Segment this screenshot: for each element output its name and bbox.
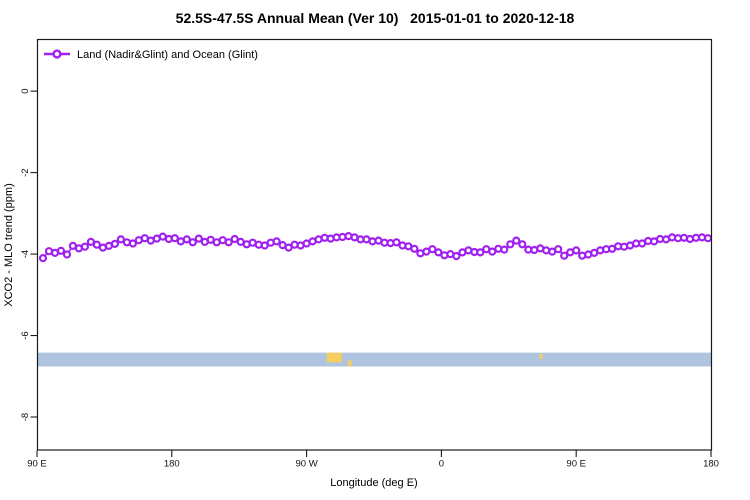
data-point-marker	[434, 248, 443, 257]
y-axis-title: XCO2 - MLO trend (ppm)	[3, 183, 15, 306]
data-point-marker	[56, 246, 66, 255]
data-point-marker	[80, 242, 90, 251]
legend-marker-icon	[52, 49, 62, 59]
data-point-marker	[188, 238, 197, 247]
x-tick-label: 90 E	[566, 459, 586, 470]
x-tick-label: 180	[703, 459, 719, 470]
data-point-marker	[224, 238, 233, 247]
data-point-marker	[392, 238, 401, 247]
data-point-marker	[554, 245, 563, 254]
data-point-marker	[410, 244, 419, 253]
data-point-marker	[512, 236, 521, 245]
y-tick-label: -2	[20, 168, 31, 176]
y-axis-ticks: 0 -2 -4 -6 -8	[20, 88, 37, 421]
plot-frame	[36, 38, 713, 451]
data-point-marker	[452, 252, 461, 261]
data-point-marker	[194, 234, 203, 243]
x-axis-ticks: 90 E 180 90 W 0 90 E 180	[27, 450, 719, 470]
data-point-marker	[560, 251, 569, 260]
data-point-marker	[116, 235, 126, 244]
data-point-marker	[488, 247, 497, 256]
x-tick-label: 90 E	[27, 459, 47, 470]
legend-label: Land (Nadir&Glint) and Ocean (Glint)	[77, 49, 258, 61]
ocean-land-surface-band	[37, 352, 711, 367]
y-tick-label: -4	[20, 250, 31, 258]
data-point-marker	[518, 240, 527, 249]
data-series	[38, 232, 713, 263]
land-patch	[539, 354, 543, 359]
data-point-marker	[428, 245, 437, 254]
land-patch	[347, 360, 352, 367]
data-point-marker	[230, 234, 239, 244]
data-point-marker	[284, 243, 293, 252]
data-point-marker	[38, 254, 48, 263]
x-axis-title: Longitude (deg E)	[330, 477, 417, 489]
data-point-marker	[260, 241, 269, 250]
data-point-marker	[572, 246, 581, 255]
data-point-marker	[272, 237, 281, 246]
y-tick-label: -8	[20, 413, 31, 421]
data-point-marker	[86, 237, 96, 246]
x-tick-label: 180	[164, 459, 180, 470]
ocean-band	[37, 352, 711, 367]
x-tick-label: 0	[439, 459, 444, 470]
y-tick-label: 0	[20, 88, 31, 93]
data-point-marker	[476, 248, 485, 257]
data-point-marker	[62, 250, 72, 259]
data-point-marker	[110, 239, 120, 248]
land-patch	[326, 352, 342, 363]
legend: Land (Nadir&Glint) and Ocean (Glint)	[44, 49, 258, 61]
data-point-marker	[703, 234, 713, 243]
chart-title: 52.5S-47.5S Annual Mean (Ver 10) 2015-01…	[176, 10, 575, 26]
data-point-marker	[506, 240, 515, 249]
data-point-marker	[92, 240, 102, 249]
x-tick-label: 90 W	[296, 459, 318, 470]
data-point-marker	[182, 235, 191, 244]
data-point-marker	[170, 234, 179, 243]
data-point-marker	[500, 245, 509, 254]
y-tick-label: -6	[20, 331, 31, 339]
data-point-marker	[128, 239, 137, 248]
